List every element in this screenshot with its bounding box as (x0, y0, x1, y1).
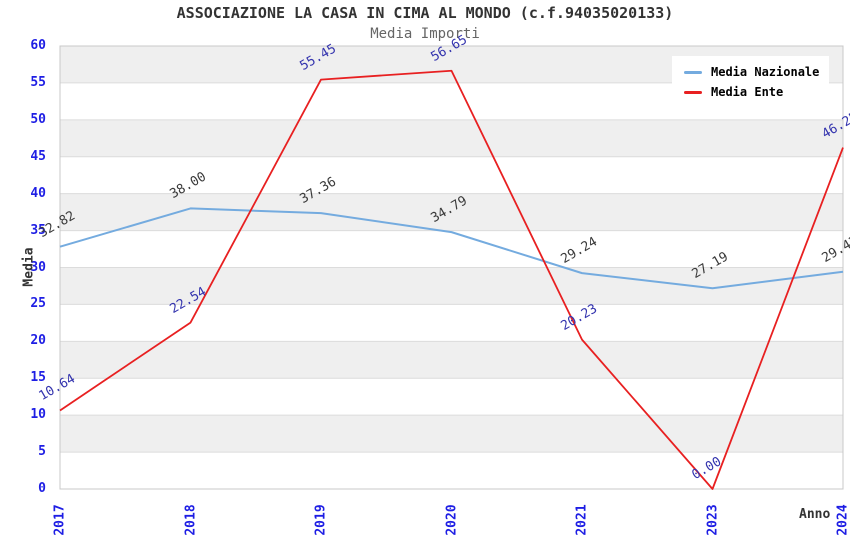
y-tick-label: 15 (30, 370, 46, 386)
y-axis-title: Media (21, 247, 37, 287)
plot-band (60, 378, 843, 416)
y-tick-label: 55 (30, 74, 46, 90)
y-tick-label: 50 (30, 111, 46, 127)
legend: Media Nazionale Media Ente (672, 56, 830, 110)
series-line-media-ente[interactable] (59, 69, 844, 490)
legend-label-media-ente: Media Ente (711, 85, 784, 99)
plot-band (60, 341, 843, 379)
legend-item-media-ente[interactable]: Media Ente (684, 82, 819, 102)
chart-title: ASSOCIAZIONE LA CASA IN CIMA AL MONDO (c… (176, 4, 674, 22)
y-tick-label: 0 (38, 481, 46, 496)
y-tick-label: 30 (30, 259, 46, 275)
plot-band (60, 230, 843, 268)
legend-label-media-nazionale: Media Nazionale (711, 65, 820, 79)
x-axis-title: Anno (799, 507, 831, 522)
y-tick-label: 40 (30, 185, 46, 201)
y-tick-label: 20 (30, 333, 46, 349)
plot-band (60, 193, 843, 231)
y-tick-label: 35 (30, 222, 46, 238)
x-tick-label: 2017 (52, 504, 68, 536)
media-nazionale-line-swatch-icon (684, 70, 702, 74)
plot-band (60, 156, 843, 194)
x-tick-label: 2024 (835, 504, 850, 536)
plot-band (60, 267, 843, 305)
x-tick-label: 2020 (444, 504, 459, 536)
y-tick-label: 45 (30, 148, 46, 164)
x-tick-label: 2021 (574, 504, 590, 536)
x-tick-label: 2019 (313, 504, 329, 536)
series-line-media-nazionale[interactable] (59, 207, 844, 290)
y-tick-label: 5 (38, 444, 46, 460)
y-tick-label: 60 (30, 38, 46, 53)
plot-band (60, 119, 843, 157)
x-tick-label: 2018 (183, 504, 198, 536)
legend-item-media-nazionale[interactable]: Media Nazionale (684, 62, 819, 82)
plot-border (59, 45, 844, 490)
plot-band (60, 452, 843, 489)
media-ente-line-swatch-icon (684, 90, 702, 94)
chart-subtitle: Media Importi (370, 26, 480, 42)
y-tick-label: 25 (30, 296, 46, 312)
y-tick-label: 10 (30, 407, 46, 423)
plot-band (60, 415, 843, 453)
x-tick-label: 2023 (705, 504, 720, 536)
